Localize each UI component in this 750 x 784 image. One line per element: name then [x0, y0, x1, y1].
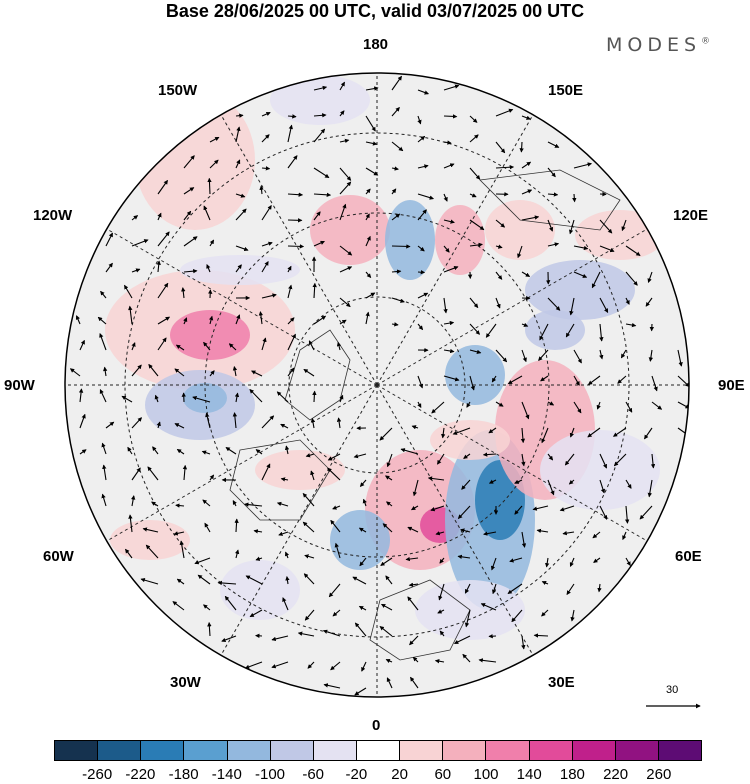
anomaly-region	[540, 430, 660, 510]
lon-label-bottom: 0	[372, 717, 380, 735]
colorbar-cell	[271, 741, 314, 760]
wind-vector	[314, 391, 315, 402]
wind-vector	[534, 635, 548, 636]
anomaly-region	[445, 345, 505, 405]
colorbar-tick-label: -260	[82, 766, 112, 783]
anomaly-region	[385, 200, 435, 280]
anomaly-region	[525, 260, 635, 320]
lon-label-left: 90W	[4, 377, 35, 395]
lon-label-right: 90E	[718, 377, 745, 395]
anomaly-region	[180, 255, 300, 285]
wind-vector	[236, 115, 243, 116]
colorbar-cell	[184, 741, 227, 760]
wind-vector	[418, 272, 424, 273]
lon-label-60w: 60W	[43, 548, 74, 566]
lon-label-150w: 150W	[158, 82, 197, 100]
colorbar-cell	[530, 741, 573, 760]
colorbar-cell	[141, 741, 184, 760]
colorbar-tick-label: 20	[391, 766, 408, 783]
colorbar-cell	[486, 741, 529, 760]
colorbar-tick-label: -20	[346, 766, 368, 783]
colorbar-cell	[443, 741, 486, 760]
colorbar-tick-label: 180	[560, 766, 585, 783]
wind-vector	[288, 246, 303, 247]
reference-vector-label: 30	[666, 684, 678, 696]
wind-vector	[444, 116, 457, 117]
colorbar-tick-label: -220	[125, 766, 155, 783]
anomaly-region	[255, 450, 345, 490]
wind-vector	[288, 116, 296, 117]
lon-label-120w: 120W	[33, 207, 72, 225]
anomaly-region	[310, 195, 390, 265]
colorbar-cell	[573, 741, 616, 760]
colorbar-tick-label: -60	[302, 766, 324, 783]
anomaly-region	[183, 383, 227, 413]
colorbar-tick-label: 100	[473, 766, 498, 783]
colorbar-cell	[400, 741, 443, 760]
wind-vector	[574, 194, 575, 202]
colorbar-tick-label: 260	[646, 766, 671, 783]
colorbar-tick-label: 220	[603, 766, 628, 783]
anomaly-region	[575, 210, 665, 260]
anomaly-region	[330, 510, 390, 570]
colorbar-tick-label: -140	[212, 766, 242, 783]
colorbar	[54, 740, 702, 761]
lon-label-120e: 120E	[673, 207, 708, 225]
colorbar-cell	[659, 741, 701, 760]
wind-vector	[262, 168, 270, 169]
lon-label-30w: 30W	[170, 674, 201, 692]
lon-label-150e: 150E	[548, 82, 583, 100]
colorbar-tick-labels: -260 -220 -180 -140 -100 -60 -20 20 60 100 140 180 2…	[0, 766, 750, 784]
wind-vector	[521, 142, 522, 152]
colorbar-tick-label: 60	[434, 766, 451, 783]
colorbar-cell	[228, 741, 271, 760]
anomaly-region	[270, 75, 370, 125]
colorbar-cell	[616, 741, 659, 760]
colorbar-tick-label: 140	[517, 766, 542, 783]
wind-vector	[209, 179, 210, 195]
anomaly-region	[135, 90, 255, 230]
colorbar-cell	[357, 741, 400, 760]
lon-label-top: 180	[363, 36, 388, 54]
anomaly-region	[435, 205, 485, 275]
polar-map	[0, 0, 750, 740]
colorbar-cell	[98, 741, 141, 760]
colorbar-cell	[55, 741, 98, 760]
colorbar-tick-label: -180	[169, 766, 199, 783]
colorbar-cell	[314, 741, 357, 760]
lon-label-60e: 60E	[675, 548, 702, 566]
anomaly-region	[525, 310, 585, 350]
wind-vector	[392, 246, 410, 247]
colorbar-tick-label: -100	[255, 766, 285, 783]
lon-label-30e: 30E	[548, 674, 575, 692]
